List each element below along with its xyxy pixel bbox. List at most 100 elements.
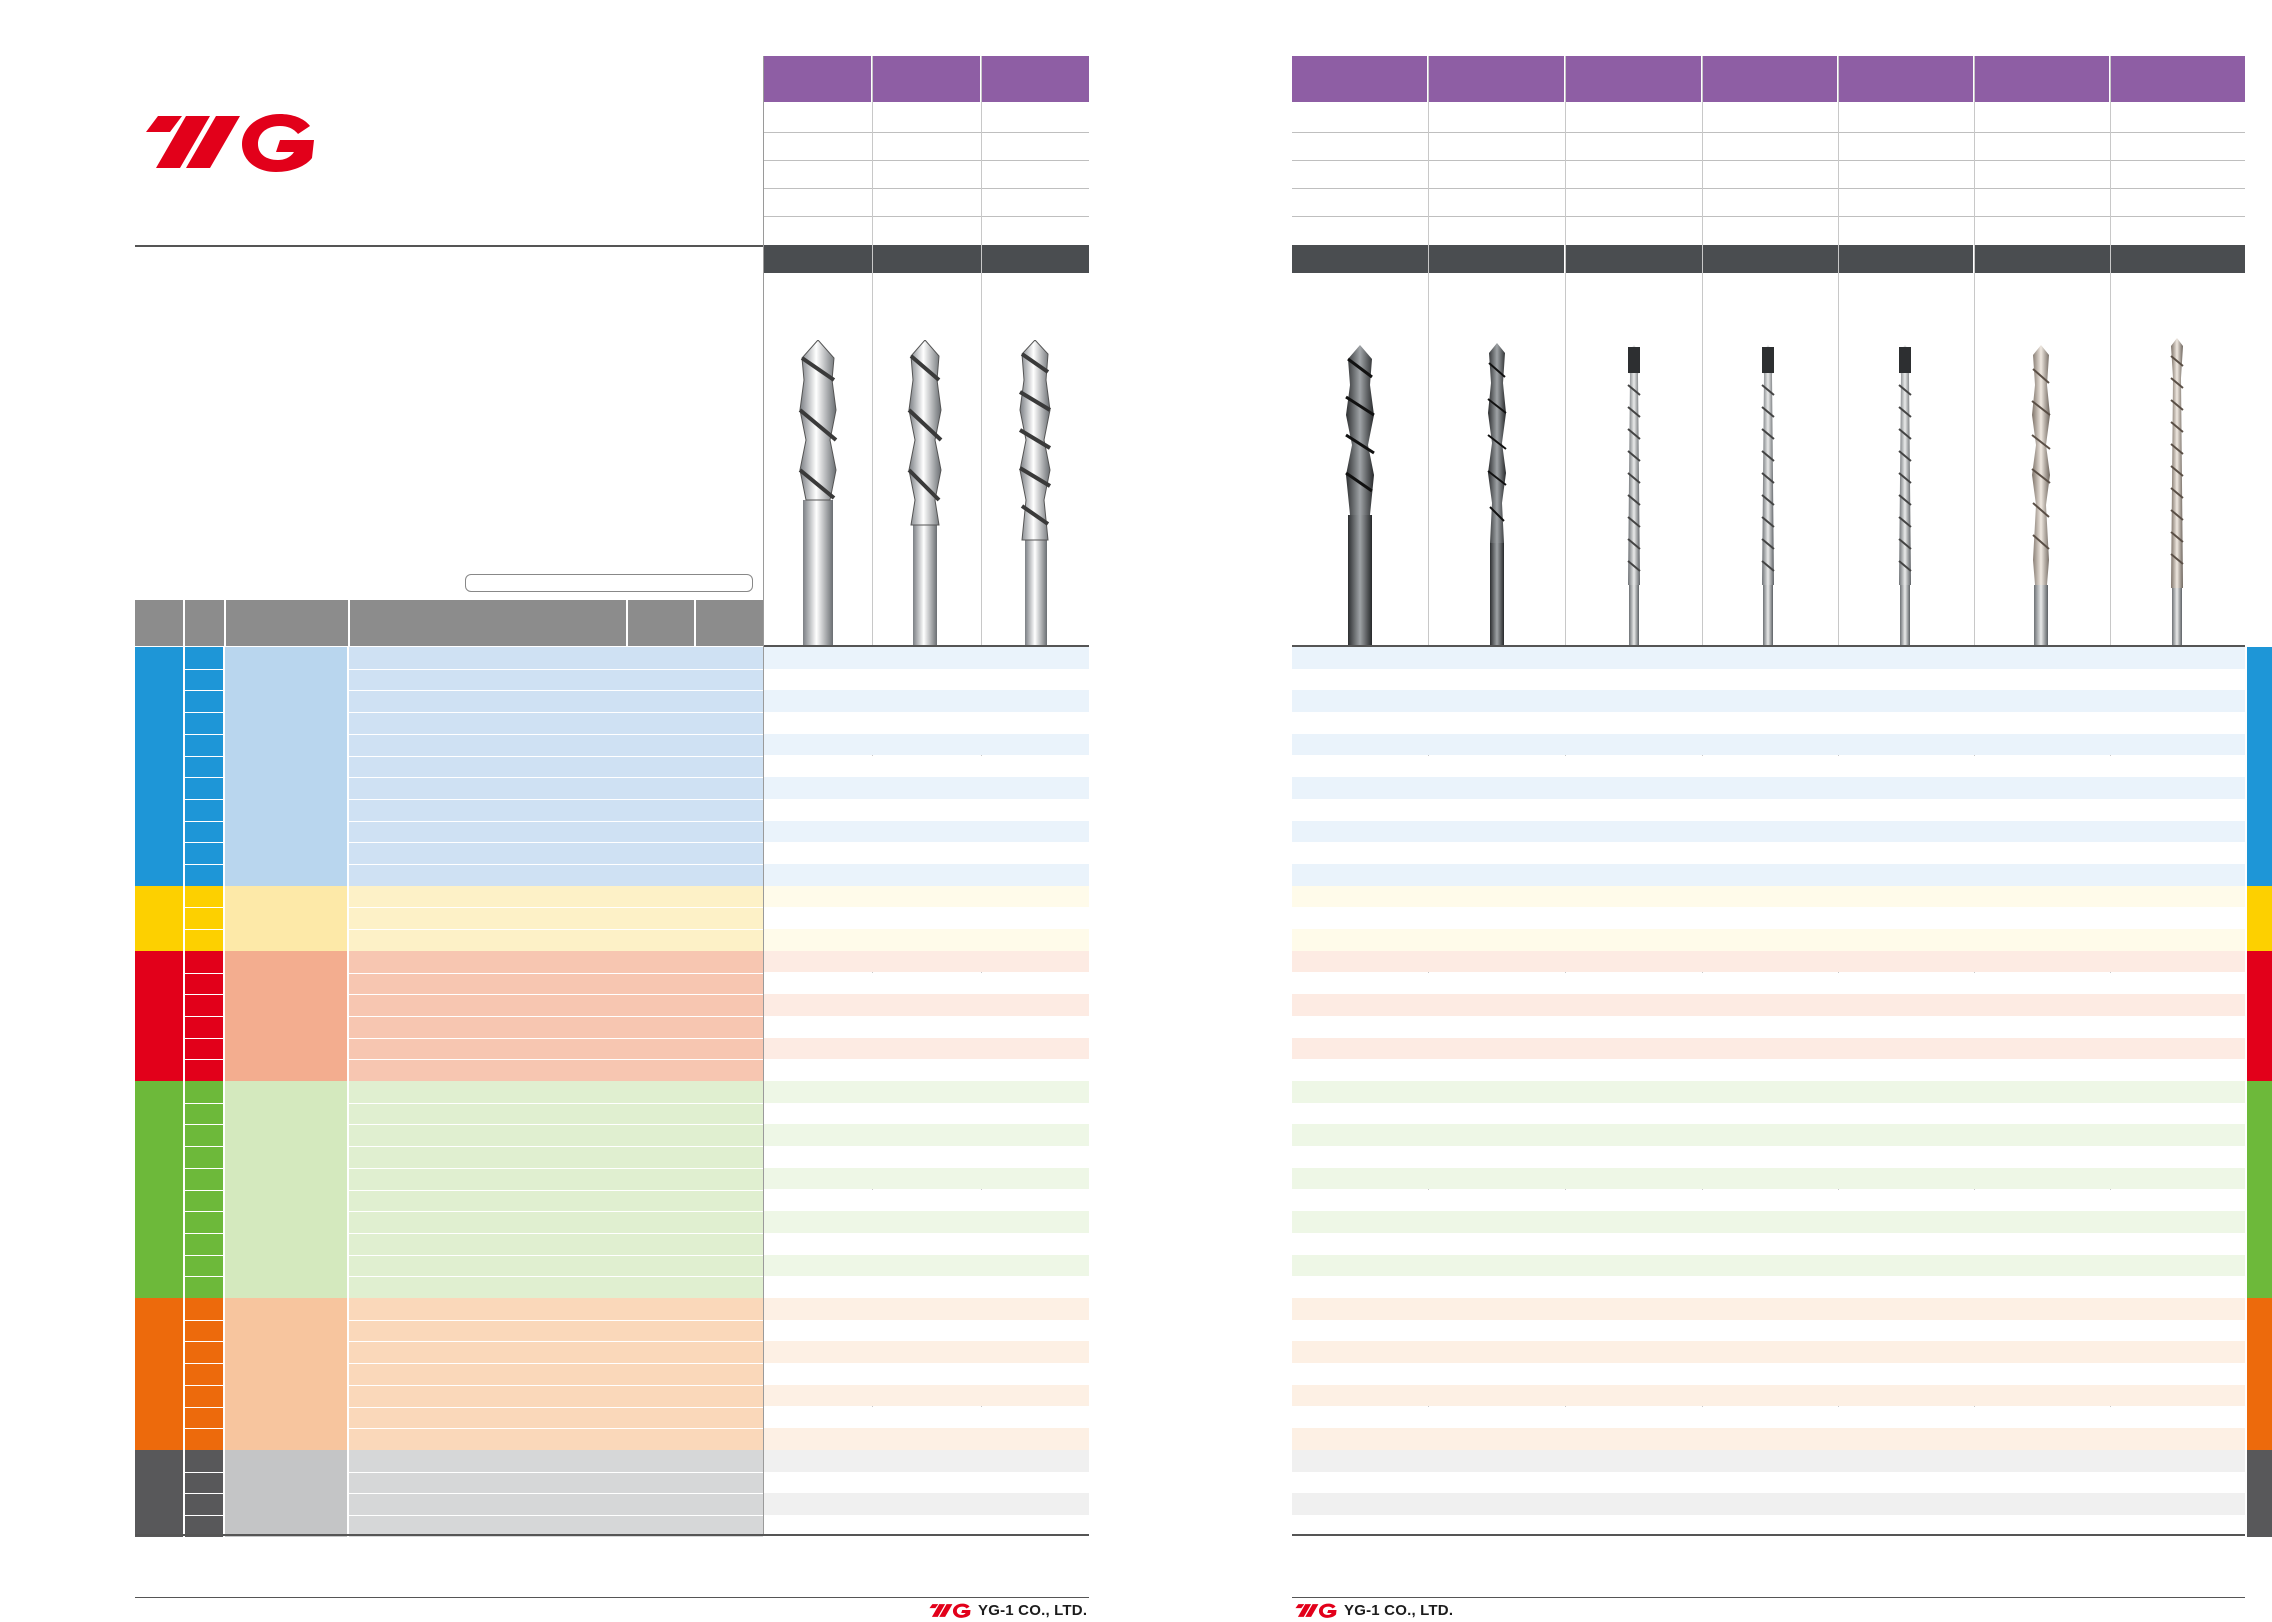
table-row [1292,972,2245,995]
drill-icon [907,340,943,650]
table-row [764,1384,1089,1407]
drill-icon [1627,345,1641,650]
table-row [764,1515,1089,1537]
left-category-band [764,245,1089,273]
material-tab [2247,647,2272,886]
table-row [1292,1428,2245,1450]
material-name-cell [225,1081,347,1298]
table-row [1292,842,2245,864]
table-row [1292,1254,2245,1277]
table-row [1292,1515,2245,1537]
header-divider [135,245,763,247]
table-row [1292,907,2245,930]
table-row [764,907,1089,930]
table-row [1292,1124,2245,1147]
drill-icon [1761,345,1775,650]
table-row [764,1298,1089,1320]
material-name-cell [225,647,347,886]
table-row [764,647,1089,669]
table-row [1292,885,2245,908]
material-index-strip [185,1298,223,1450]
table-row [1292,994,2245,1016]
drill-icon [2031,345,2051,650]
table-row [1292,929,2245,951]
material-name-cell [225,1298,347,1450]
table-row [764,1428,1089,1450]
table-row [764,1081,1089,1103]
material-name-cell [225,1449,347,1537]
table-row [1292,1102,2245,1125]
table-row [1292,864,2245,886]
table-row [764,1146,1089,1168]
drill-icon [798,340,838,650]
table-row [1292,1232,2245,1255]
material-desc-cell [349,1449,763,1537]
table-row [764,842,1089,864]
table-row [1292,798,2245,821]
table-row [1292,668,2245,691]
table-row [764,668,1089,691]
table-row [764,1319,1089,1342]
yg1-logo-icon [146,114,314,172]
material-name-cell [225,950,347,1081]
table-row [764,1124,1089,1147]
table-row [764,864,1089,886]
table-row [764,1189,1089,1212]
table-row [764,885,1089,908]
table-row [764,777,1089,799]
table-row [1292,1363,2245,1385]
table-row [764,1037,1089,1060]
table-row [764,1232,1089,1255]
table-header [135,600,763,646]
table-row [764,1015,1089,1038]
table-row [764,820,1089,843]
material-index-strip [185,885,223,951]
table-row [1292,1081,2245,1103]
table-row [1292,1015,2245,1038]
table-row [1292,1471,2245,1494]
table-row [1292,1406,2245,1429]
table-row [764,798,1089,821]
yg1-logo-icon [1295,1603,1337,1618]
material-tab [2247,885,2272,951]
table-row [764,1059,1089,1081]
material-tab [2247,950,2272,1081]
table-row [1292,1449,2245,1472]
table-row [1292,1319,2245,1342]
drill-icon [1018,340,1052,650]
material-desc-cell [349,1298,763,1450]
drill-icon [1898,345,1912,650]
yg1-logo-icon [929,1603,971,1618]
table-row [764,1211,1089,1233]
material-group-block [135,1081,183,1298]
table-row [764,712,1089,734]
table-row [1292,820,2245,843]
left-header-cell [982,56,1089,102]
table-row [1292,777,2245,799]
drill-icon [1345,345,1375,650]
table-row [1292,755,2245,778]
drill-icon [2170,338,2184,650]
material-group-block [135,950,183,1081]
right-category-band [1292,245,2245,273]
drill-icon [1487,343,1507,650]
material-desc-cell [349,647,763,886]
company-name: YG-1 CO., LTD. [978,1602,1088,1619]
table-row [1292,1298,2245,1320]
table-row [764,1471,1089,1494]
table-row [764,994,1089,1016]
table-row [1292,1211,2245,1233]
table-row [764,1449,1089,1472]
company-name: YG-1 CO., LTD. [1344,1602,1454,1619]
left-header-cell [873,56,980,102]
material-tab [2247,1081,2272,1298]
table-row [764,690,1089,713]
left-header-cell [764,56,871,102]
material-group-block [135,647,183,886]
material-tab [2247,1449,2272,1537]
table-row [1292,1493,2245,1515]
material-name-cell [225,885,347,951]
material-index-strip [185,647,223,886]
table-row [764,1406,1089,1429]
label-pill [465,574,753,592]
